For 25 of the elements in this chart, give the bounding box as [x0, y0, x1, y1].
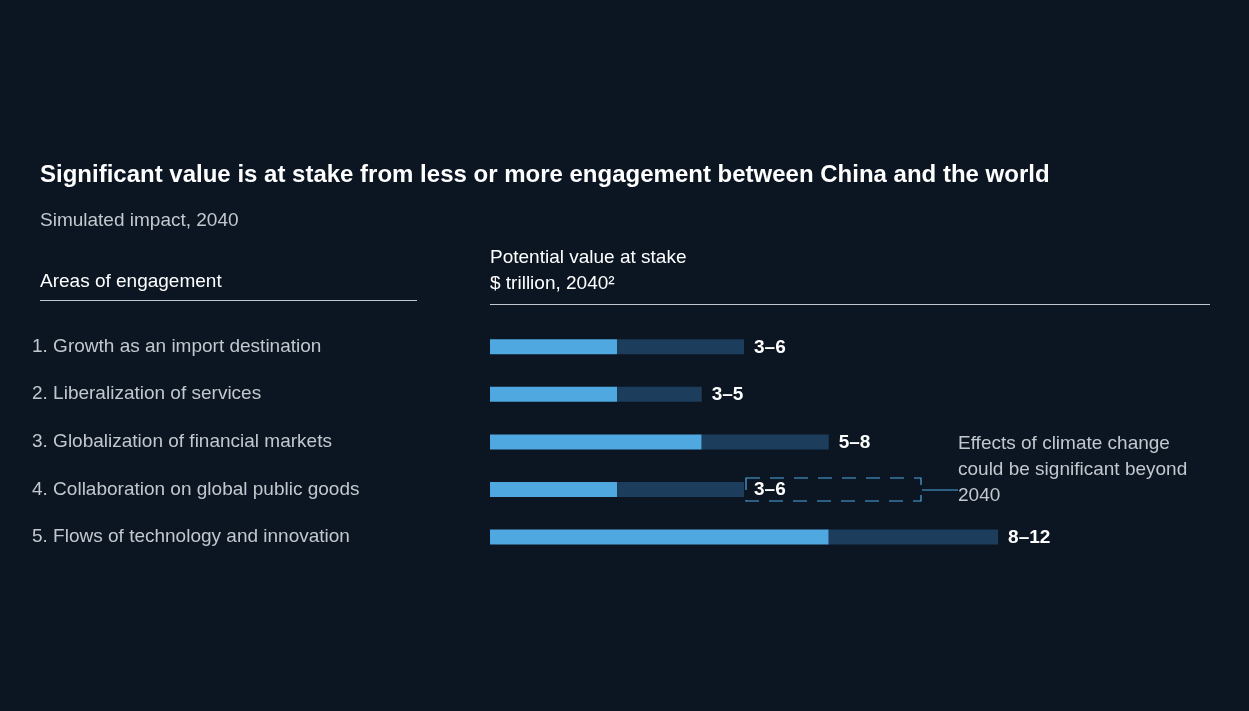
data-label: 3–6	[754, 478, 786, 500]
data-label: 3–6	[754, 335, 786, 357]
y-tick-label: 1. Growth as an import destination	[32, 334, 322, 356]
bar	[617, 481, 745, 497]
bar	[617, 339, 745, 355]
x-axis-title: Potential value at stake $ trillion, 2040²	[490, 245, 688, 295]
bar	[490, 339, 618, 355]
text: Simulated impact, 2040	[40, 209, 239, 231]
y-tick-label: 2. Liberalization of services	[32, 382, 262, 404]
data-label: 8–12	[1008, 526, 1051, 548]
data-label: 5–8	[838, 430, 871, 452]
bar	[490, 434, 702, 450]
data-label: 3–5	[711, 383, 744, 405]
chart-title: Significant value is at stake from less or more engagement between China and the world	[40, 160, 1050, 188]
bar	[490, 481, 618, 497]
bar	[617, 386, 702, 402]
y-tick-label: 4. Collaboration on global public goods	[32, 477, 360, 499]
y-axis-title: Areas of engagement	[40, 270, 417, 301]
annotation: Effects of climate change could be significant beyond 2040	[958, 431, 1189, 507]
bar	[490, 529, 829, 545]
y-tick-label: 3. Globalization of financial markets	[32, 430, 332, 451]
bar	[490, 386, 618, 402]
bar	[828, 529, 999, 545]
bar	[701, 434, 829, 450]
y-tick-label: 5. Flows of technology and innovation	[32, 525, 350, 547]
